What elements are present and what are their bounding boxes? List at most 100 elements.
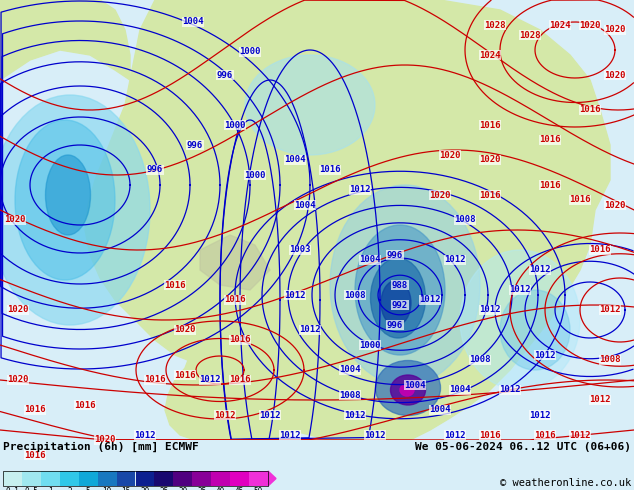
Text: 1028: 1028 [519, 30, 541, 40]
Text: 996: 996 [387, 320, 403, 329]
Text: 1012: 1012 [529, 411, 551, 419]
Text: 996: 996 [217, 71, 233, 79]
Ellipse shape [391, 375, 425, 405]
Text: 0.1: 0.1 [6, 487, 20, 490]
Text: 1016: 1016 [479, 191, 501, 199]
Bar [192, 471, 211, 486]
Ellipse shape [46, 155, 91, 235]
Text: 5: 5 [86, 487, 91, 490]
Text: 10: 10 [103, 487, 112, 490]
Text: 1012: 1012 [199, 375, 221, 385]
Bar [230, 471, 249, 486]
Text: 1012: 1012 [279, 431, 301, 440]
Text: 1016: 1016 [174, 370, 196, 379]
Text: 2: 2 [67, 487, 72, 490]
Text: 1016: 1016 [534, 431, 556, 440]
Text: 1016: 1016 [589, 245, 611, 254]
Text: 1008: 1008 [454, 216, 476, 224]
Text: 1004: 1004 [404, 381, 426, 390]
Bar [3, 471, 22, 486]
Polygon shape [200, 235, 270, 290]
Bar [173, 471, 192, 486]
Bar [79, 471, 98, 486]
Text: 1000: 1000 [239, 48, 261, 56]
Text: 1020: 1020 [604, 25, 626, 34]
Text: 25: 25 [159, 487, 169, 490]
Text: 1020: 1020 [7, 305, 29, 315]
Polygon shape [165, 350, 295, 440]
Text: 0.5: 0.5 [25, 487, 38, 490]
Text: 1008: 1008 [469, 356, 491, 365]
Text: 1012: 1012 [499, 386, 521, 394]
Text: 1020: 1020 [604, 200, 626, 210]
Text: 1012: 1012 [365, 431, 385, 440]
Text: 1016: 1016 [540, 180, 560, 190]
Polygon shape [0, 0, 130, 80]
Text: 1020: 1020 [479, 155, 501, 165]
Polygon shape [195, 0, 610, 440]
Text: 1012: 1012 [344, 411, 366, 419]
Text: 1012: 1012 [284, 291, 306, 299]
Text: 1000: 1000 [224, 121, 246, 129]
Polygon shape [85, 0, 300, 365]
Text: 35: 35 [197, 487, 207, 490]
Ellipse shape [400, 384, 414, 396]
Text: 30: 30 [178, 487, 188, 490]
Text: 1004: 1004 [359, 255, 381, 265]
Text: 1012: 1012 [509, 286, 531, 294]
Ellipse shape [500, 290, 570, 370]
Text: 1020: 1020 [174, 325, 196, 335]
Text: 40: 40 [216, 487, 225, 490]
Text: 1016: 1016 [320, 166, 340, 174]
Text: 996: 996 [147, 166, 163, 174]
Bar [22, 471, 41, 486]
Text: 1012: 1012 [349, 186, 371, 195]
Text: 1024: 1024 [479, 50, 501, 59]
Text: 1020: 1020 [439, 150, 461, 160]
Text: 1024: 1024 [549, 21, 571, 29]
Bar [60, 471, 79, 486]
Text: 1016: 1016 [540, 136, 560, 145]
Text: Precipitation (6h) [mm] ECMWF: Precipitation (6h) [mm] ECMWF [3, 442, 198, 452]
Text: 1008: 1008 [599, 356, 621, 365]
Text: 1020: 1020 [429, 191, 451, 199]
Ellipse shape [330, 185, 480, 385]
Ellipse shape [355, 225, 445, 355]
Text: 1012: 1012 [419, 295, 441, 304]
Text: 1016: 1016 [479, 431, 501, 440]
Text: 1012: 1012 [259, 411, 281, 419]
Text: 1020: 1020 [604, 71, 626, 79]
Bar [211, 471, 230, 486]
Text: 1016: 1016 [479, 121, 501, 129]
Text: 1004: 1004 [339, 366, 361, 374]
Ellipse shape [370, 258, 425, 338]
Text: 996: 996 [187, 141, 203, 149]
Text: 1000: 1000 [244, 171, 266, 179]
Text: 15: 15 [121, 487, 131, 490]
Text: 1020: 1020 [94, 436, 116, 444]
Text: © weatheronline.co.uk: © weatheronline.co.uk [500, 478, 631, 488]
Text: 1012: 1012 [589, 395, 611, 405]
Bar [117, 471, 136, 486]
Text: 996: 996 [387, 250, 403, 260]
Text: 1004: 1004 [429, 406, 451, 415]
Text: 1020: 1020 [579, 21, 601, 29]
Text: 1016: 1016 [230, 375, 251, 385]
Ellipse shape [375, 361, 441, 416]
Text: 1003: 1003 [289, 245, 311, 254]
Text: 20: 20 [140, 487, 150, 490]
Ellipse shape [15, 120, 115, 280]
Text: 1028: 1028 [484, 21, 506, 29]
Bar [3, 471, 268, 486]
Text: 1012: 1012 [569, 431, 591, 440]
Bar [41, 471, 60, 486]
Text: 1004: 1004 [450, 386, 471, 394]
Text: 1004: 1004 [182, 18, 204, 26]
Text: We 05-06-2024 06..12 UTC (06+06): We 05-06-2024 06..12 UTC (06+06) [415, 442, 631, 452]
Text: 1012: 1012 [444, 431, 466, 440]
Text: 1016: 1016 [569, 196, 591, 204]
Text: 1: 1 [48, 487, 53, 490]
Bar [249, 471, 268, 486]
Text: 1012: 1012 [599, 305, 621, 315]
Text: 1012: 1012 [214, 411, 236, 419]
